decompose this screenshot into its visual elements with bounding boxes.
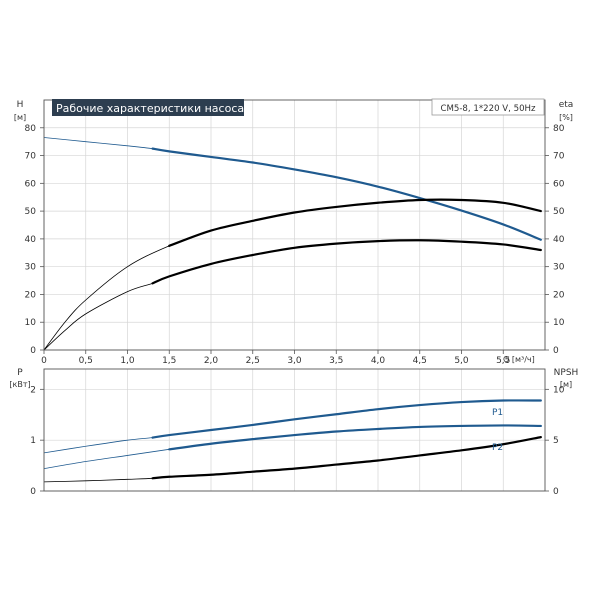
y-right-tick-label: 20 — [553, 290, 565, 300]
bottom-grid — [43, 369, 545, 492]
x-axis-title: Q [м³/ч] — [503, 355, 535, 364]
bottom-y-axis-right-unit: [м] — [560, 380, 572, 389]
y-axis-right-title: eta — [559, 100, 574, 110]
x-tick-label: 3,0 — [287, 356, 302, 366]
x-tick-label: 0,5 — [79, 356, 93, 366]
x-tick-label: 1,5 — [162, 356, 176, 366]
bottom-y-axis-left-unit: [кВт] — [9, 380, 30, 389]
y-axis-right-unit: [%] — [559, 113, 573, 122]
y-left-tick-label: 40 — [25, 235, 37, 245]
y-right-tick-label: 10 — [553, 318, 565, 328]
series-label-p1: P1 — [492, 408, 503, 418]
series-p1-curve-thick — [151, 399, 542, 439]
x-tick-label: 4,5 — [413, 356, 427, 366]
y-right-tick-label: 0 — [553, 346, 559, 356]
model-label: CM5-8, 1*220 V, 50Hz — [440, 104, 536, 114]
bottom-y-right-tick-label: 0 — [553, 487, 559, 497]
x-tick-label: 2,5 — [246, 356, 260, 366]
y-left-tick-label: 10 — [25, 318, 37, 328]
eta_total-curve-thin — [43, 199, 541, 351]
y-right-tick-label: 80 — [553, 124, 565, 134]
title-box — [52, 99, 244, 116]
x-tick-label: 5,0 — [454, 356, 469, 366]
head-curve-thick — [151, 147, 542, 241]
bottom-y-left-tick-label: 2 — [30, 385, 36, 395]
y-left-tick-label: 0 — [30, 346, 36, 356]
y-right-tick-label: 60 — [553, 179, 565, 189]
bottom-y-axis-right-title: NPSH — [554, 368, 579, 378]
y-left-tick-label: 20 — [25, 290, 37, 300]
bottom-y-right-tick-label: 5 — [553, 436, 559, 446]
top-grid — [43, 100, 545, 351]
bottom-y-axis-left-title: P — [17, 368, 23, 378]
y-left-tick-label: 50 — [25, 207, 37, 217]
x-tick-label: 5,5 — [496, 356, 510, 366]
head-curve-thin — [43, 137, 541, 241]
bottom-y-right-tick-label: 10 — [553, 385, 565, 395]
x-tick-label: 1,0 — [120, 356, 135, 366]
bottom-curves — [43, 399, 542, 483]
bottom-y-left-tick-label: 0 — [30, 487, 36, 497]
y-left-tick-label: 30 — [25, 263, 37, 273]
tick-labels: 0 0,5 1,0 1,5 2,0 2,5 3,0 3,5 4,0 4,5 5,0 5,50 010 10… — [25, 124, 565, 497]
y-axis-left-title: H — [17, 100, 24, 110]
eta_total-curve-thick — [168, 198, 542, 247]
bottom-panel-frame — [43, 368, 546, 492]
x-tick-label: 4,0 — [371, 356, 386, 366]
y-left-tick-label: 60 — [25, 179, 37, 189]
bottom-y-left-tick-label: 1 — [30, 436, 36, 446]
series-label-p2: P2 — [492, 443, 503, 453]
series-p2-curve-thin — [43, 425, 541, 470]
npsh-curve-thick — [151, 436, 542, 480]
eta_pump-curve-thick — [151, 239, 542, 285]
top-curves — [43, 137, 542, 351]
y-axis-left-unit: [м] — [14, 113, 26, 122]
y-left-tick-label: 70 — [25, 152, 37, 162]
x-tick-label: 3,5 — [329, 356, 343, 366]
series-p2-curve-thick — [168, 424, 542, 451]
y-right-tick-label: 50 — [553, 207, 565, 217]
y-right-tick-label: 70 — [553, 152, 565, 162]
x-tick-label: 0 — [41, 356, 47, 366]
y-left-tick-label: 80 — [25, 124, 37, 134]
chart-title: Рабочие характеристики насоса — [56, 102, 244, 115]
y-right-tick-label: 40 — [553, 235, 565, 245]
x-tick-label: 2,0 — [204, 356, 219, 366]
model-label-box — [431, 98, 545, 116]
eta_pump-curve-thin — [43, 239, 541, 351]
y-right-tick-label: 30 — [553, 263, 565, 273]
npsh-curve-thin — [43, 436, 541, 483]
